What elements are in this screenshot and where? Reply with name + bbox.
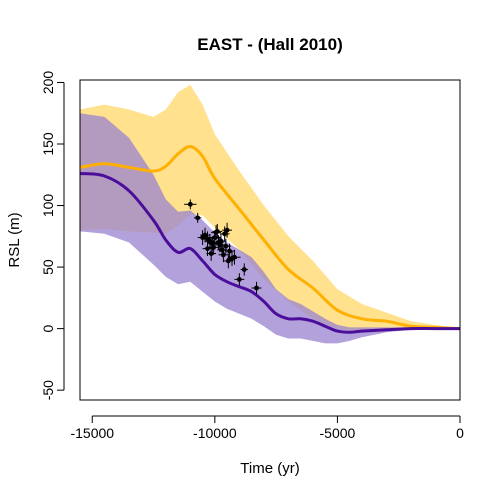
data-point [234,273,245,286]
point-marker [211,244,217,250]
data-point [194,212,202,223]
point-marker [227,248,232,254]
uncertainty-bands [80,84,460,344]
data-point [218,247,229,263]
data-point [211,225,221,240]
y-tick-label: 200 [40,71,56,95]
point-marker [232,254,237,260]
x-tick-label: 0 [456,425,464,441]
mean-line-2 [79,172,460,334]
y-tick-label: 150 [40,132,56,156]
point-marker [205,246,210,252]
point-marker [208,251,214,256]
y-tick-label: 0 [40,324,56,332]
x-axis-label: Time (yr) [240,460,299,477]
point-marker [221,252,226,258]
data-point [228,249,241,265]
point-marker [223,243,229,249]
plot-frame [79,79,461,401]
point-marker [254,285,259,291]
data-point [251,281,262,295]
data-point [240,263,248,276]
point-marker [222,231,228,237]
data-point [206,246,217,261]
uncertainty-band-1 [80,84,460,333]
data-point [197,230,208,245]
point-marker [200,235,205,240]
axes: -15000 -10000 -5000 0 -50 0 50 100 150 200 [40,71,464,441]
y-tick-label: 50 [40,259,56,275]
data-point [220,238,231,254]
x-tick-label: -5000 [320,425,356,441]
y-tick-label: -50 [40,380,56,400]
point-marker [241,267,247,272]
uncertainty-band-2 [80,113,460,344]
point-marker [236,276,242,282]
data-point [208,240,219,255]
chart-title: EAST - (Hall 2010) [197,35,343,54]
point-marker [213,230,219,236]
point-marker [195,215,201,221]
point-marker [187,201,193,207]
data-point [223,253,234,269]
point-marker [218,238,224,244]
y-tick-label: 100 [40,194,56,218]
mean-line-1 [79,145,461,331]
mean-lines [79,145,461,334]
y-axis-label: RSL (m) [6,212,23,267]
data-points [184,199,262,295]
x-tick-label: -15000 [70,425,114,441]
point-marker [225,258,231,264]
point-marker [224,227,230,233]
data-point [184,199,197,210]
data-point [222,222,232,238]
x-tick-label: -10000 [193,425,237,441]
